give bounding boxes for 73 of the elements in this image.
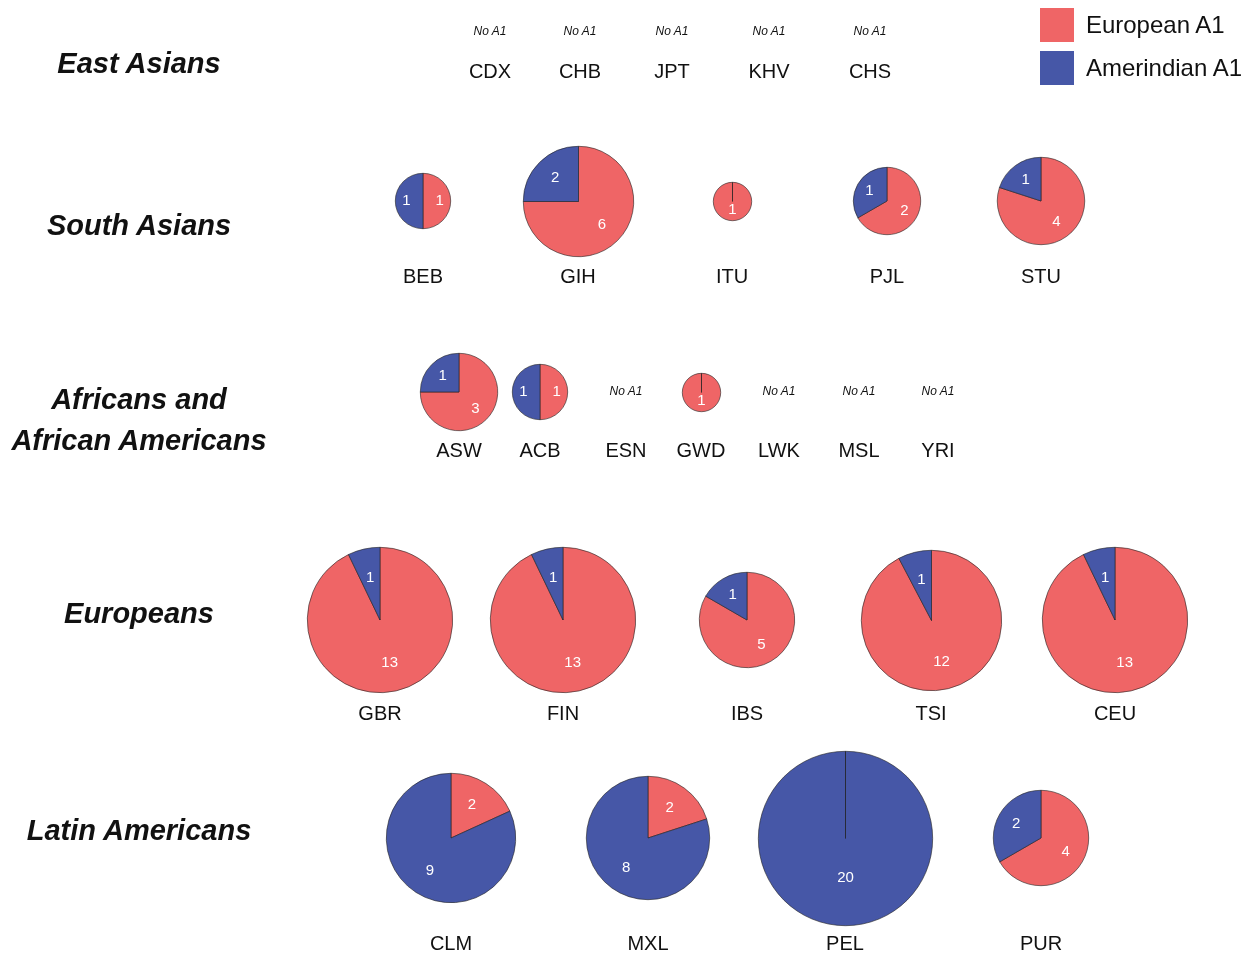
data-label: 9: [425, 861, 435, 879]
text: No A1: [841, 384, 877, 398]
text: Latin Americans: [25, 812, 253, 848]
legend-label: European A1: [1085, 11, 1225, 39]
text: Africans and African Americans: [10, 382, 268, 458]
text: ESN: [604, 439, 648, 462]
text: CLM: [428, 931, 474, 955]
data-label: 1: [1101, 567, 1110, 585]
text: BEB: [402, 264, 444, 288]
text: PJL: [868, 264, 906, 288]
text: No A1: [920, 384, 956, 398]
text: PUR: [1018, 931, 1064, 955]
text: CHB: [557, 60, 603, 83]
text: JPT: [653, 60, 691, 83]
data-label: 5: [757, 635, 766, 653]
text: STU: [1020, 264, 1062, 288]
text: YRI: [920, 439, 956, 462]
text: GIH: [559, 264, 597, 288]
data-label: 20: [836, 867, 854, 885]
text: CEU: [1092, 701, 1138, 725]
text: No A1: [761, 384, 797, 398]
text: Europeans: [63, 595, 215, 631]
text: FIN: [545, 701, 581, 725]
data-label: 1: [727, 199, 737, 217]
data-label: 1: [438, 365, 447, 383]
data-label: 2: [900, 201, 909, 219]
text: MXL: [626, 931, 670, 955]
data-label: 1: [549, 567, 558, 585]
data-label: 1: [366, 567, 375, 585]
data-label: 1: [1021, 170, 1030, 188]
data-label: 1: [519, 382, 528, 400]
text: ACB: [518, 438, 562, 462]
text: No A1: [608, 384, 644, 398]
data-label: 3: [471, 398, 480, 416]
data-label: 8: [622, 858, 631, 876]
text: East Asians: [56, 45, 222, 81]
text: LWK: [757, 439, 801, 462]
text: GWD: [675, 439, 727, 462]
text: No A1: [852, 24, 888, 38]
data-label: 13: [381, 652, 399, 670]
data-label: 1: [865, 181, 874, 199]
data-label: 1: [402, 191, 411, 209]
text: IBS: [729, 701, 765, 725]
data-label: 1: [435, 191, 444, 209]
text: ASW: [435, 439, 483, 462]
text: TSI: [914, 701, 948, 725]
text: No A1: [751, 24, 787, 38]
text: No A1: [562, 24, 598, 38]
data-label: 1: [916, 569, 926, 587]
text: CHS: [847, 60, 893, 83]
text: GBR: [357, 701, 403, 725]
data-label: 4: [1061, 842, 1070, 860]
data-label: 4: [1052, 212, 1061, 230]
text: ITU: [714, 265, 750, 288]
data-label: 2: [1012, 814, 1021, 832]
text: South Asians: [45, 207, 233, 243]
data-label: 1: [552, 382, 561, 400]
data-label: 1: [728, 585, 737, 603]
data-label: 6: [597, 214, 606, 232]
legend-label: Amerindian A1: [1085, 54, 1242, 82]
text: KHV: [747, 60, 791, 83]
text: No A1: [472, 24, 508, 38]
data-label: 1: [696, 390, 706, 408]
text: PEL: [825, 931, 865, 955]
data-label: 2: [467, 795, 477, 813]
data-label: 2: [665, 798, 674, 816]
data-label: 13: [1116, 652, 1134, 670]
data-label: 12: [932, 651, 950, 669]
data-label: 13: [564, 652, 582, 670]
text: CDX: [467, 60, 513, 83]
data-label: 2: [550, 168, 559, 186]
text: No A1: [654, 24, 690, 38]
text: MSL: [837, 439, 881, 462]
